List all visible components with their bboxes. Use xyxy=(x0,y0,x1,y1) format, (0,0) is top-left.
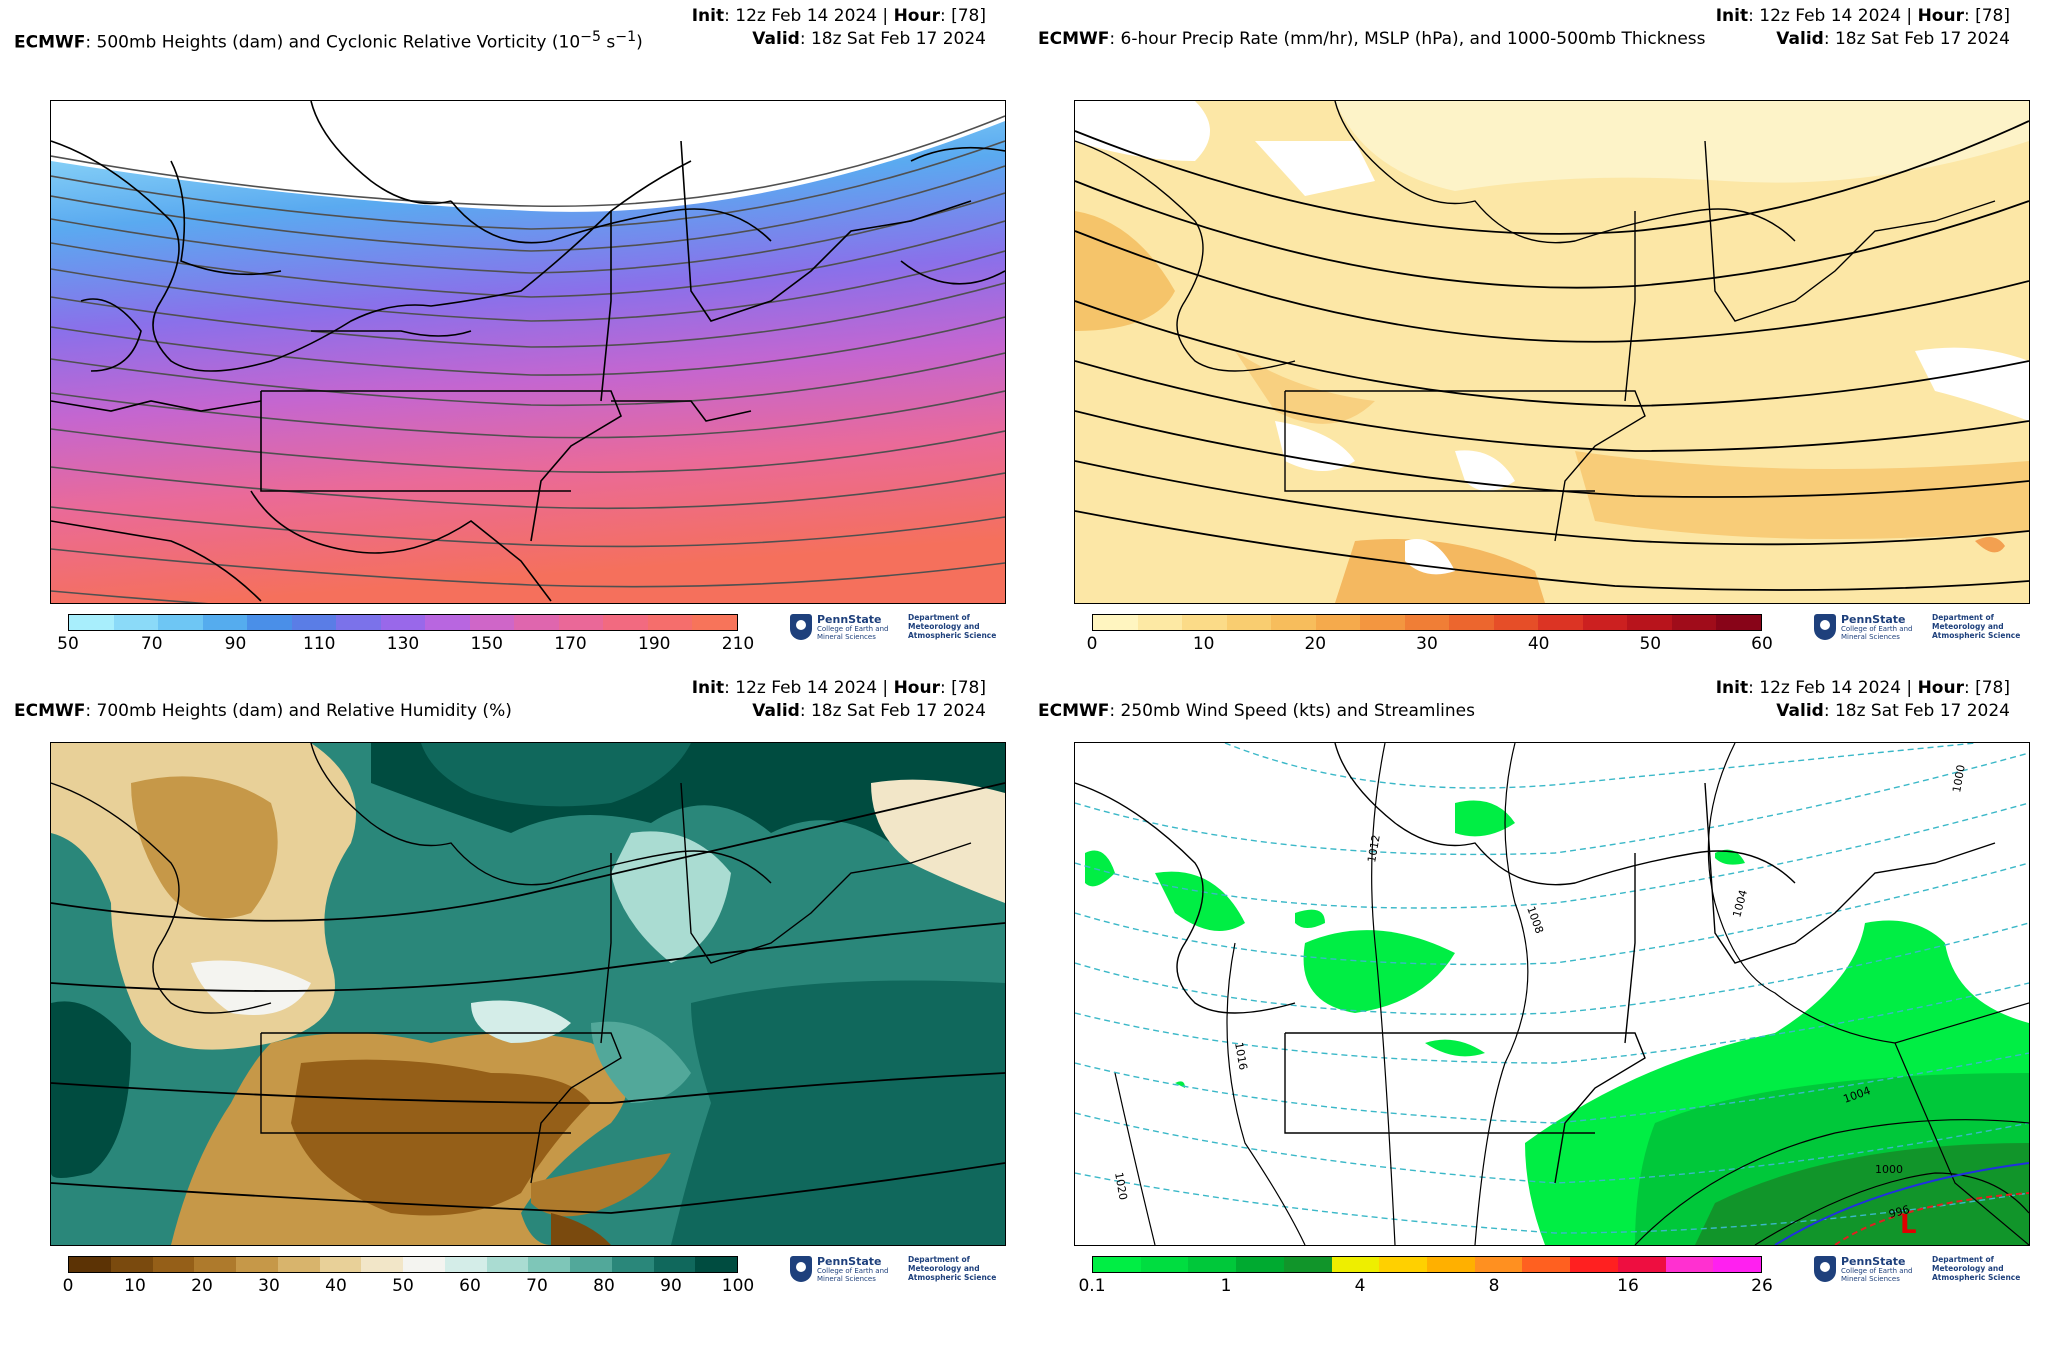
init-hour-line: Init: 12z Feb 14 2024 | Hour: [78] xyxy=(1715,678,2010,698)
init-hour-line: Init: 12z Feb 14 2024 | Hour: [78] xyxy=(1715,6,2010,26)
contour-label: 1020 xyxy=(1112,1171,1130,1201)
nittany-lion-shield-icon xyxy=(790,614,812,640)
nittany-lion-shield-icon xyxy=(790,1256,812,1282)
pennstate-logo: PennState College of Earth and Mineral S… xyxy=(790,1254,1005,1288)
panel-title: : 700mb Heights (dam) and Relative Humid… xyxy=(85,701,512,721)
contour-label: 1016 xyxy=(1232,1041,1250,1071)
title-line: ECMWF: 700mb Heights (dam) and Relative … xyxy=(14,701,986,721)
model-name: ECMWF xyxy=(14,701,86,721)
map-500mb[interactable] xyxy=(50,100,1006,604)
colorbar-rh xyxy=(68,1256,738,1273)
map-precip[interactable] xyxy=(1074,100,2030,604)
colorbar-ticks: 0.1 1 4 8 16 26 xyxy=(1078,1276,1773,1296)
nittany-lion-shield-icon xyxy=(1814,1256,1836,1282)
panel-header: Init: 12z Feb 14 2024 | Hour: [78] ECMWF… xyxy=(1038,0,2010,60)
colorbar-ticks: 50 70 90 110 130 150 170 190 210 xyxy=(57,634,755,654)
contour-label: 1012 xyxy=(1365,834,1383,864)
map-250mb[interactable]: 1012 1008 1004 1016 1020 1000 1004 1000 … xyxy=(1074,742,2030,1246)
panel-title: : 250mb Wind Speed (kts) and Streamlines xyxy=(1109,701,1475,721)
colorbar-ticks: 0 10 20 30 40 50 60 xyxy=(1086,634,1773,654)
title-line: ECMWF: 250mb Wind Speed (kts) and Stream… xyxy=(1038,701,2010,721)
valid-time: Valid: 18z Sat Feb 17 2024 xyxy=(1776,29,2010,49)
pennstate-logo: PennState College of Earth and Mineral S… xyxy=(790,612,1005,646)
pennstate-logo: PennState College of Earth and Mineral S… xyxy=(1814,1254,2029,1288)
map-700mb[interactable] xyxy=(50,742,1006,1246)
colorbar-precip xyxy=(1092,614,1762,631)
panel-header: Init: 12z Feb 14 2024 | Hour: [78] ECMWF… xyxy=(14,672,986,732)
init-hour-line: Init: 12z Feb 14 2024 | Hour: [78] xyxy=(691,6,986,26)
contour-label: 996 xyxy=(1887,1203,1911,1221)
title-line: ECMWF: 6-hour Precip Rate (mm/hr), MSLP … xyxy=(1038,29,2010,49)
colorbar-wind xyxy=(1092,1256,1762,1273)
colorbar-vorticity xyxy=(68,614,738,631)
colorbar-ticks: 0 10 20 30 40 50 60 70 80 90 100 xyxy=(62,1276,755,1296)
panel-title: : 500mb Heights (dam) and Cyclonic Relat… xyxy=(85,32,581,53)
valid-time: Valid: 18z Sat Feb 17 2024 xyxy=(752,29,986,49)
model-name: ECMWF xyxy=(1038,29,1110,49)
panel-250mb-wind: Init: 12z Feb 14 2024 | Hour: [78] ECMWF… xyxy=(1024,672,2030,1312)
model-name: ECMWF xyxy=(14,32,86,53)
panel-500mb-vorticity: Init: 12z Feb 14 2024 | Hour: [78] ECMWF… xyxy=(0,0,1006,654)
contour-label: 1000 xyxy=(1950,764,1968,794)
panel-title: : 6-hour Precip Rate (mm/hr), MSLP (hPa)… xyxy=(1109,29,1706,49)
panel-precip-mslp: Init: 12z Feb 14 2024 | Hour: [78] ECMWF… xyxy=(1024,0,2030,654)
valid-time: Valid: 18z Sat Feb 17 2024 xyxy=(1776,701,2010,721)
contour-label: 1000 xyxy=(1875,1163,1903,1176)
valid-time: Valid: 18z Sat Feb 17 2024 xyxy=(752,701,986,721)
title-line: ECMWF: 500mb Heights (dam) and Cyclonic … xyxy=(14,29,986,53)
model-name: ECMWF xyxy=(1038,701,1110,721)
low-pressure-symbol: L xyxy=(1900,1210,1917,1240)
panel-header: Init: 12z Feb 14 2024 | Hour: [78] ECMWF… xyxy=(1038,672,2010,732)
init-hour-line: Init: 12z Feb 14 2024 | Hour: [78] xyxy=(691,678,986,698)
panel-header: Init: 12z Feb 14 2024 | Hour: [78] ECMWF… xyxy=(14,0,986,60)
panel-700mb-rh: Init: 12z Feb 14 2024 | Hour: [78] ECMWF… xyxy=(0,672,1006,1312)
nittany-lion-shield-icon xyxy=(1814,614,1836,640)
pennstate-logo: PennState College of Earth and Mineral S… xyxy=(1814,612,2029,646)
